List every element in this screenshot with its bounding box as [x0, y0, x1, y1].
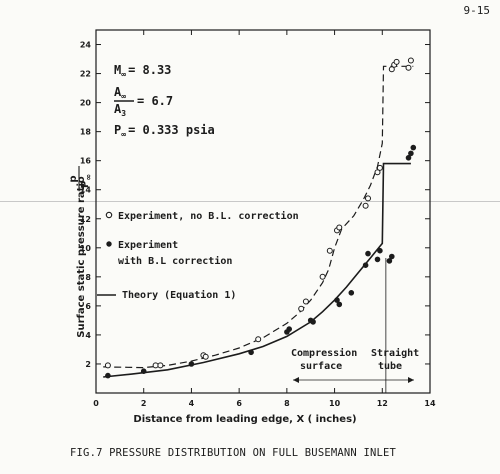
y-tick-label: 20 — [80, 99, 92, 108]
open-data-point — [405, 64, 412, 71]
open-data-point — [326, 247, 333, 254]
x-axis-label: Distance from leading edge, X ( inches) — [133, 414, 356, 425]
x-tick-label: 4 — [189, 399, 195, 408]
filled-data-point — [310, 319, 316, 325]
legend-filled-label-line2: with B.L correction — [118, 255, 232, 267]
legend-filled-label-line1: Experiment — [118, 239, 178, 251]
open-data-point — [365, 195, 371, 202]
legend-open-label: Experiment, no B.L. correction — [118, 210, 299, 222]
y-tick-label: 14 — [80, 186, 92, 195]
open-data-point — [302, 298, 309, 305]
open-data-point — [388, 66, 395, 73]
filled-data-point — [105, 372, 111, 379]
region-annotations: Compression surface Straight tube — [291, 347, 419, 383]
filled-data-point — [365, 250, 371, 257]
x-tick-label: 12 — [377, 399, 388, 408]
y-axis-ratio-label: p P∞ — [68, 166, 93, 190]
open-data-point — [407, 57, 414, 64]
plot-border — [95, 29, 431, 394]
open-data-point — [362, 202, 369, 209]
y-tick-label: 16 — [80, 157, 92, 166]
scan-line — [0, 201, 500, 202]
compression-label-1: Compression — [291, 347, 357, 359]
svg-text:p: p — [68, 175, 79, 182]
filled-data-point — [362, 262, 369, 269]
open-data-point — [202, 353, 209, 360]
open-data-point — [298, 305, 305, 312]
x-tick-label: 0 — [93, 399, 99, 408]
theory-curve — [103, 162, 411, 378]
data-points — [104, 57, 417, 379]
x-tick-label: 8 — [284, 399, 290, 408]
filled-data-point — [336, 301, 343, 308]
x-tick-label: 2 — [141, 399, 147, 408]
open-data-point — [152, 362, 159, 369]
legend: Experiment, no B.L. correction Experimen… — [97, 210, 299, 301]
area-ratio-numerator: A∞ — [114, 85, 126, 101]
x-tick-label: 14 — [424, 399, 436, 408]
open-data-point — [319, 273, 326, 280]
y-tick-label: 8 — [85, 273, 91, 282]
y-tick-label: 4 — [85, 331, 91, 340]
svg-text:P∞: P∞ — [80, 174, 93, 188]
straight-label-1: Straight — [371, 347, 419, 359]
flow-conditions: M∞ = 8.33 A∞ A3 = 6.7 P∞ = 0.333 psia — [114, 63, 215, 139]
filled-data-point — [334, 297, 340, 303]
filled-data-point — [388, 253, 395, 260]
x-tick-label: 10 — [329, 399, 341, 408]
filled-data-point — [408, 150, 414, 157]
y-tick-label: 18 — [80, 128, 92, 137]
filled-data-point — [348, 289, 355, 296]
y-axis-label: Surface static pressure ratio — [76, 176, 87, 338]
pressure-label: P∞ = 0.333 psia — [114, 123, 215, 139]
filled-data-point — [410, 144, 417, 151]
legend-filled-circle-icon — [106, 241, 112, 247]
filled-data-point — [405, 155, 412, 161]
mach-label: M∞ = 8.33 — [114, 63, 171, 79]
open-data-point — [157, 362, 164, 369]
straight-label-2: tube — [378, 361, 402, 372]
area-ratio-value: = 6.7 — [137, 94, 173, 108]
x-tick-label: 6 — [236, 399, 242, 408]
open-data-point — [393, 58, 400, 65]
filled-data-point — [377, 247, 383, 254]
open-data-point — [336, 224, 343, 231]
filled-data-point — [374, 256, 381, 263]
y-tick-label: 2 — [85, 360, 91, 369]
open-data-point — [255, 336, 262, 343]
y-tick-label: 24 — [80, 41, 92, 50]
legend-open-circle-icon — [105, 211, 113, 219]
filled-data-point — [188, 361, 195, 367]
figure-caption: FIG.7 PRESSURE DISTRIBUTION ON FULL BUSE… — [70, 447, 397, 459]
open-data-point — [376, 164, 383, 171]
filled-data-point — [248, 349, 254, 356]
open-data-point — [104, 362, 111, 369]
y-tick-label: 12 — [80, 215, 91, 224]
plot-frame — [95, 29, 431, 394]
page-number: 9-15 — [463, 4, 491, 17]
filled-data-point — [386, 258, 393, 264]
open-data-point — [374, 169, 381, 176]
legend-theory-label: Theory (Equation 1) — [122, 289, 236, 301]
y-tick-label: 10 — [80, 244, 92, 253]
y-tick-label: 22 — [80, 70, 91, 79]
filled-data-point — [140, 368, 147, 375]
area-ratio-denominator: A3 — [114, 102, 126, 118]
y-tick-label: 6 — [85, 302, 91, 311]
filled-data-point — [286, 326, 293, 332]
compression-label-2: surface — [300, 361, 342, 372]
